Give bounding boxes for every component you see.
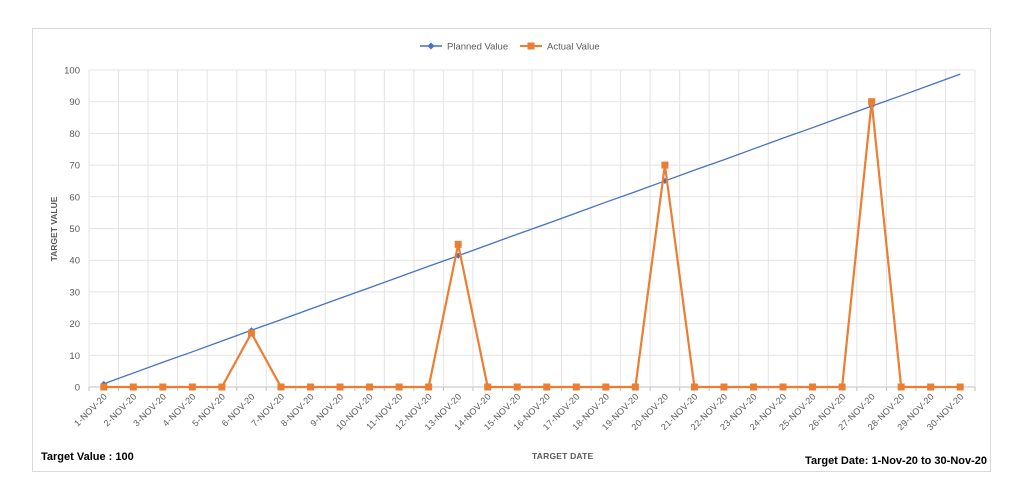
- y-axis: 0 10 20 30 40 50 60 70 80 90 100: [64, 66, 80, 394]
- actual-value-marker: [336, 383, 344, 391]
- y-tick-label: 60: [69, 192, 80, 203]
- planned-value-line: [103, 73, 961, 385]
- actual-value-marker: [425, 383, 433, 391]
- y-tick-label: 50: [69, 224, 80, 235]
- actual-value-marker: [366, 383, 374, 391]
- actual-value-marker: [572, 383, 580, 391]
- y-tick-label: 30: [69, 287, 80, 298]
- actual-value-marker: [838, 383, 846, 391]
- actual-value-marker: [513, 383, 521, 391]
- legend-item-actual: Actual Value: [520, 42, 600, 53]
- y-tick-label: 0: [75, 383, 80, 394]
- actual-value-marker: [277, 383, 285, 391]
- legend-swatch-marker: [527, 42, 535, 50]
- y-tick-label: 90: [69, 97, 80, 108]
- y-tick-label: 40: [69, 256, 80, 267]
- actual-value-marker: [779, 383, 787, 391]
- actual-value-marker: [129, 383, 137, 391]
- actual-value-marker: [631, 383, 639, 391]
- actual-value-line: [103, 100, 961, 389]
- actual-value-marker: [602, 383, 610, 391]
- target-date-note: Target Date: 1-Nov-20 to 30-Nov-20: [805, 455, 987, 467]
- y-tick-label: 20: [69, 319, 80, 330]
- series-planned-value: [100, 73, 961, 387]
- actual-value-marker: [188, 383, 196, 391]
- actual-value-marker: [395, 383, 403, 391]
- actual-value-marker: [956, 383, 964, 391]
- series-actual-value: [100, 98, 964, 391]
- legend-label: Planned Value: [447, 42, 508, 53]
- actual-value-marker: [897, 383, 905, 391]
- actual-value-marker: [218, 383, 226, 391]
- actual-value-marker: [454, 240, 462, 248]
- target-value-note: Target Value : 100: [41, 451, 134, 463]
- legend-swatch-marker: [427, 42, 435, 50]
- y-tick-label: 100: [64, 66, 80, 77]
- actual-value-marker: [868, 98, 876, 106]
- actual-value-marker: [927, 383, 935, 391]
- actual-value-marker: [159, 383, 167, 391]
- actual-value-marker: [543, 383, 551, 391]
- actual-value-marker: [750, 383, 757, 391]
- actual-value-marker: [307, 383, 314, 391]
- legend-label: Actual Value: [547, 42, 600, 53]
- actual-value-marker: [690, 383, 698, 391]
- y-tick-label: 70: [69, 161, 80, 172]
- actual-value-marker: [247, 329, 255, 337]
- y-tick-label: 10: [69, 351, 80, 362]
- legend-item-planned: Planned Value: [420, 42, 508, 53]
- actual-value-marker: [100, 383, 108, 391]
- actual-value-marker: [809, 383, 817, 391]
- actual-value-marker: [484, 383, 492, 391]
- x-axis: 1-NOV-202-NOV-203-NOV-204-NOV-205-NOV-20…: [72, 387, 976, 432]
- actual-value-marker: [720, 383, 728, 391]
- legend: Planned Value Actual Value: [420, 42, 600, 53]
- x-axis-title: TARGET DATE: [532, 451, 594, 461]
- actual-value-marker: [661, 161, 669, 169]
- y-tick-label: 80: [69, 129, 80, 140]
- y-axis-title: TARGET VALUE: [49, 196, 59, 261]
